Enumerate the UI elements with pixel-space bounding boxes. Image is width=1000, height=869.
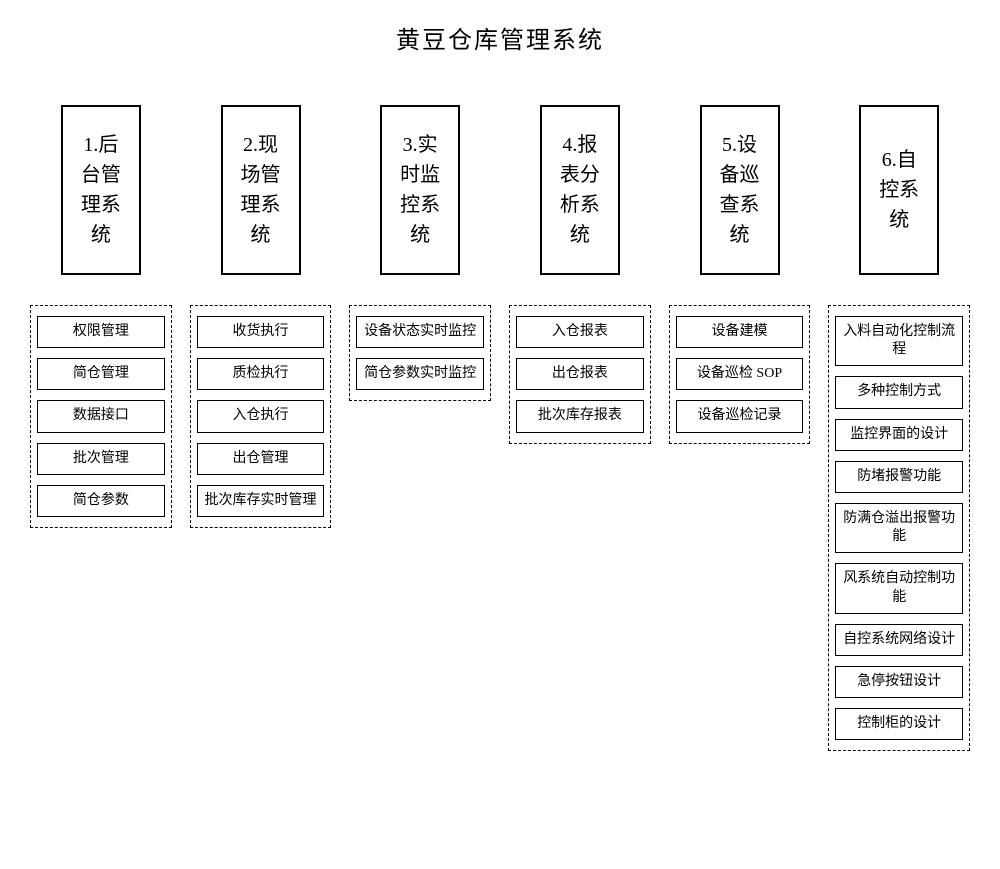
main-box-2: 2.现场管理系统 <box>221 105 301 275</box>
sub-item: 多种控制方式 <box>835 376 963 408</box>
sub-item: 设备建模 <box>676 316 804 348</box>
sub-container-4: 入仓报表 出仓报表 批次库存报表 <box>509 305 651 444</box>
main-box-3: 3.实时监控系统 <box>380 105 460 275</box>
columns-container: 1.后台管理系统 权限管理 简仓管理 数据接口 批次管理 简仓参数 2.现场管理… <box>30 105 970 751</box>
column-2: 2.现场管理系统 收货执行 质检执行 入仓执行 出仓管理 批次库存实时管理 <box>190 105 332 751</box>
main-box-6: 6.自控系统 <box>859 105 939 275</box>
sub-item: 简仓参数 <box>37 485 165 517</box>
sub-item: 出仓报表 <box>516 358 644 390</box>
sub-item: 入仓报表 <box>516 316 644 348</box>
sub-item: 控制柜的设计 <box>835 708 963 740</box>
sub-item: 收货执行 <box>197 316 325 348</box>
sub-item: 入仓执行 <box>197 400 325 432</box>
column-4: 4.报表分析系统 入仓报表 出仓报表 批次库存报表 <box>509 105 651 751</box>
sub-item: 简仓管理 <box>37 358 165 390</box>
sub-item: 设备状态实时监控 <box>356 316 484 348</box>
sub-item: 监控界面的设计 <box>835 419 963 451</box>
column-6: 6.自控系统 入料自动化控制流程 多种控制方式 监控界面的设计 防堵报警功能 防… <box>828 105 970 751</box>
column-1: 1.后台管理系统 权限管理 简仓管理 数据接口 批次管理 简仓参数 <box>30 105 172 751</box>
sub-container-3: 设备状态实时监控 简仓参数实时监控 <box>349 305 491 401</box>
sub-item: 批次库存实时管理 <box>197 485 325 517</box>
sub-container-2: 收货执行 质检执行 入仓执行 出仓管理 批次库存实时管理 <box>190 305 332 528</box>
sub-item: 批次管理 <box>37 443 165 475</box>
sub-item: 权限管理 <box>37 316 165 348</box>
sub-item: 数据接口 <box>37 400 165 432</box>
sub-container-6: 入料自动化控制流程 多种控制方式 监控界面的设计 防堵报警功能 防满仓溢出报警功… <box>828 305 970 751</box>
sub-item: 自控系统网络设计 <box>835 624 963 656</box>
main-box-4: 4.报表分析系统 <box>540 105 620 275</box>
sub-item: 简仓参数实时监控 <box>356 358 484 390</box>
column-3: 3.实时监控系统 设备状态实时监控 简仓参数实时监控 <box>349 105 491 751</box>
sub-item: 防满仓溢出报警功能 <box>835 503 963 553</box>
sub-item: 急停按钮设计 <box>835 666 963 698</box>
column-5: 5.设备巡查系统 设备建模 设备巡检 SOP 设备巡检记录 <box>669 105 811 751</box>
sub-item: 出仓管理 <box>197 443 325 475</box>
sub-item: 质检执行 <box>197 358 325 390</box>
sub-item: 设备巡检记录 <box>676 400 804 432</box>
sub-item: 防堵报警功能 <box>835 461 963 493</box>
main-box-1: 1.后台管理系统 <box>61 105 141 275</box>
sub-item: 批次库存报表 <box>516 400 644 432</box>
sub-container-1: 权限管理 简仓管理 数据接口 批次管理 简仓参数 <box>30 305 172 528</box>
diagram-title: 黄豆仓库管理系统 <box>30 20 970 55</box>
sub-item: 风系统自动控制功能 <box>835 563 963 613</box>
sub-container-5: 设备建模 设备巡检 SOP 设备巡检记录 <box>669 305 811 444</box>
main-box-5: 5.设备巡查系统 <box>700 105 780 275</box>
sub-item: 设备巡检 SOP <box>676 358 804 390</box>
sub-item: 入料自动化控制流程 <box>835 316 963 366</box>
